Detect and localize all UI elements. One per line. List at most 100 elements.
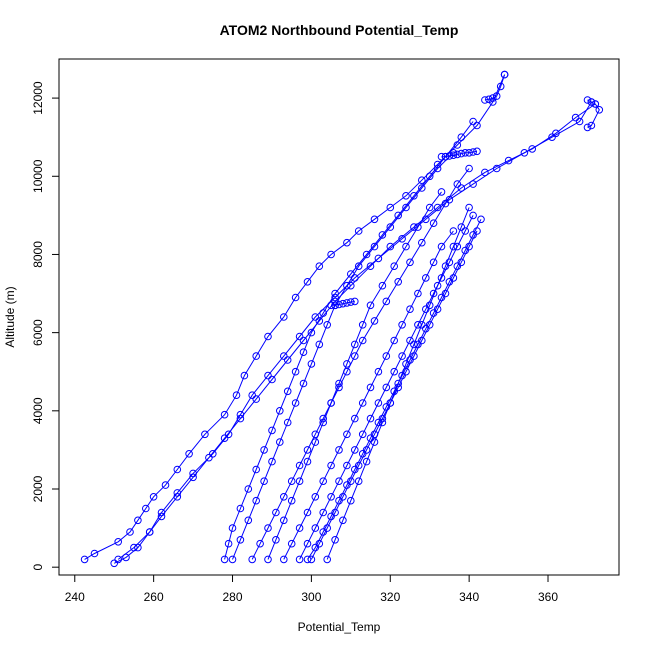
data-point [418, 336, 426, 345]
data-point [331, 301, 339, 310]
data-point [244, 516, 253, 525]
data-point [587, 98, 596, 106]
series-line [310, 230, 478, 560]
data-point [303, 539, 312, 548]
data-point [268, 375, 276, 384]
data-point [445, 152, 454, 160]
series-line [441, 150, 478, 158]
data-point [465, 149, 473, 157]
series-line [224, 121, 474, 560]
x-tick-label: 320 [380, 590, 400, 604]
data-point [319, 418, 328, 427]
data-point [236, 410, 245, 419]
data-point [315, 262, 324, 271]
data-point [264, 332, 272, 341]
x-tick-label: 360 [538, 590, 558, 604]
data-point [351, 340, 359, 349]
data-point [418, 176, 426, 184]
data-point [492, 92, 501, 100]
data-point [410, 192, 418, 200]
data-point [422, 305, 430, 314]
data-point [287, 539, 296, 548]
data-point [485, 95, 493, 104]
y-axis-label: Altitude (m) [3, 286, 17, 347]
data-point [414, 289, 422, 298]
data-point [303, 508, 312, 517]
data-point [295, 524, 304, 532]
data-point [323, 321, 332, 329]
data-point [433, 281, 442, 290]
data-point [114, 538, 122, 546]
data-point [441, 152, 450, 161]
data-point [382, 383, 391, 392]
data-point [173, 489, 182, 497]
data-point [335, 477, 343, 486]
data-point [224, 539, 233, 548]
data-point [256, 539, 264, 548]
data-point [272, 508, 280, 517]
data-point [362, 446, 371, 454]
data-point [425, 301, 434, 310]
data-point [457, 133, 466, 141]
data-point [457, 149, 466, 158]
data-point [461, 227, 470, 235]
data-point [583, 123, 592, 132]
data-point [418, 184, 426, 192]
data-point [295, 477, 304, 486]
data-point [354, 262, 363, 271]
data-point [228, 524, 237, 532]
data-point [445, 258, 454, 267]
data-point [398, 321, 406, 329]
data-point [80, 555, 89, 564]
data-point [224, 430, 233, 439]
data-point [406, 258, 414, 267]
y-tick-label: 8000 [31, 241, 45, 268]
data-point [268, 426, 276, 435]
data-point [220, 410, 229, 419]
data-point [299, 348, 308, 357]
data-point [295, 555, 304, 564]
data-point [339, 299, 347, 308]
data-point [280, 493, 288, 501]
data-point [299, 336, 308, 345]
data-point [319, 477, 328, 486]
data-point [110, 559, 118, 568]
data-point [382, 297, 391, 306]
data-point [575, 117, 584, 126]
data-point [149, 493, 158, 501]
x-tick-label: 280 [223, 590, 243, 604]
data-point [319, 309, 328, 317]
y-tick-label: 4000 [31, 397, 45, 424]
series-line [113, 103, 596, 564]
series-13 [437, 147, 481, 161]
data-point [268, 457, 276, 466]
data-point [252, 496, 261, 505]
data-point [358, 430, 367, 439]
data-point [252, 465, 261, 474]
data-point [280, 352, 288, 360]
data-point [126, 528, 134, 536]
data-point [587, 121, 596, 130]
data-point [354, 227, 363, 235]
data-point [591, 100, 600, 108]
data-point [248, 391, 256, 400]
data-point [418, 238, 426, 247]
data-point [465, 164, 473, 173]
data-point [307, 555, 316, 564]
data-point [433, 305, 442, 314]
data-point [358, 321, 367, 329]
data-point [398, 235, 406, 243]
data-point [461, 149, 470, 157]
data-point [291, 399, 300, 407]
data-point [358, 336, 367, 345]
data-point [260, 446, 268, 454]
series-0 [80, 70, 509, 564]
data-point [496, 82, 505, 91]
data-point [441, 199, 450, 208]
data-point [173, 465, 182, 474]
data-point [449, 274, 458, 282]
data-point [366, 301, 375, 310]
data-point [390, 262, 399, 271]
data-point [331, 508, 339, 517]
data-point [303, 457, 312, 466]
